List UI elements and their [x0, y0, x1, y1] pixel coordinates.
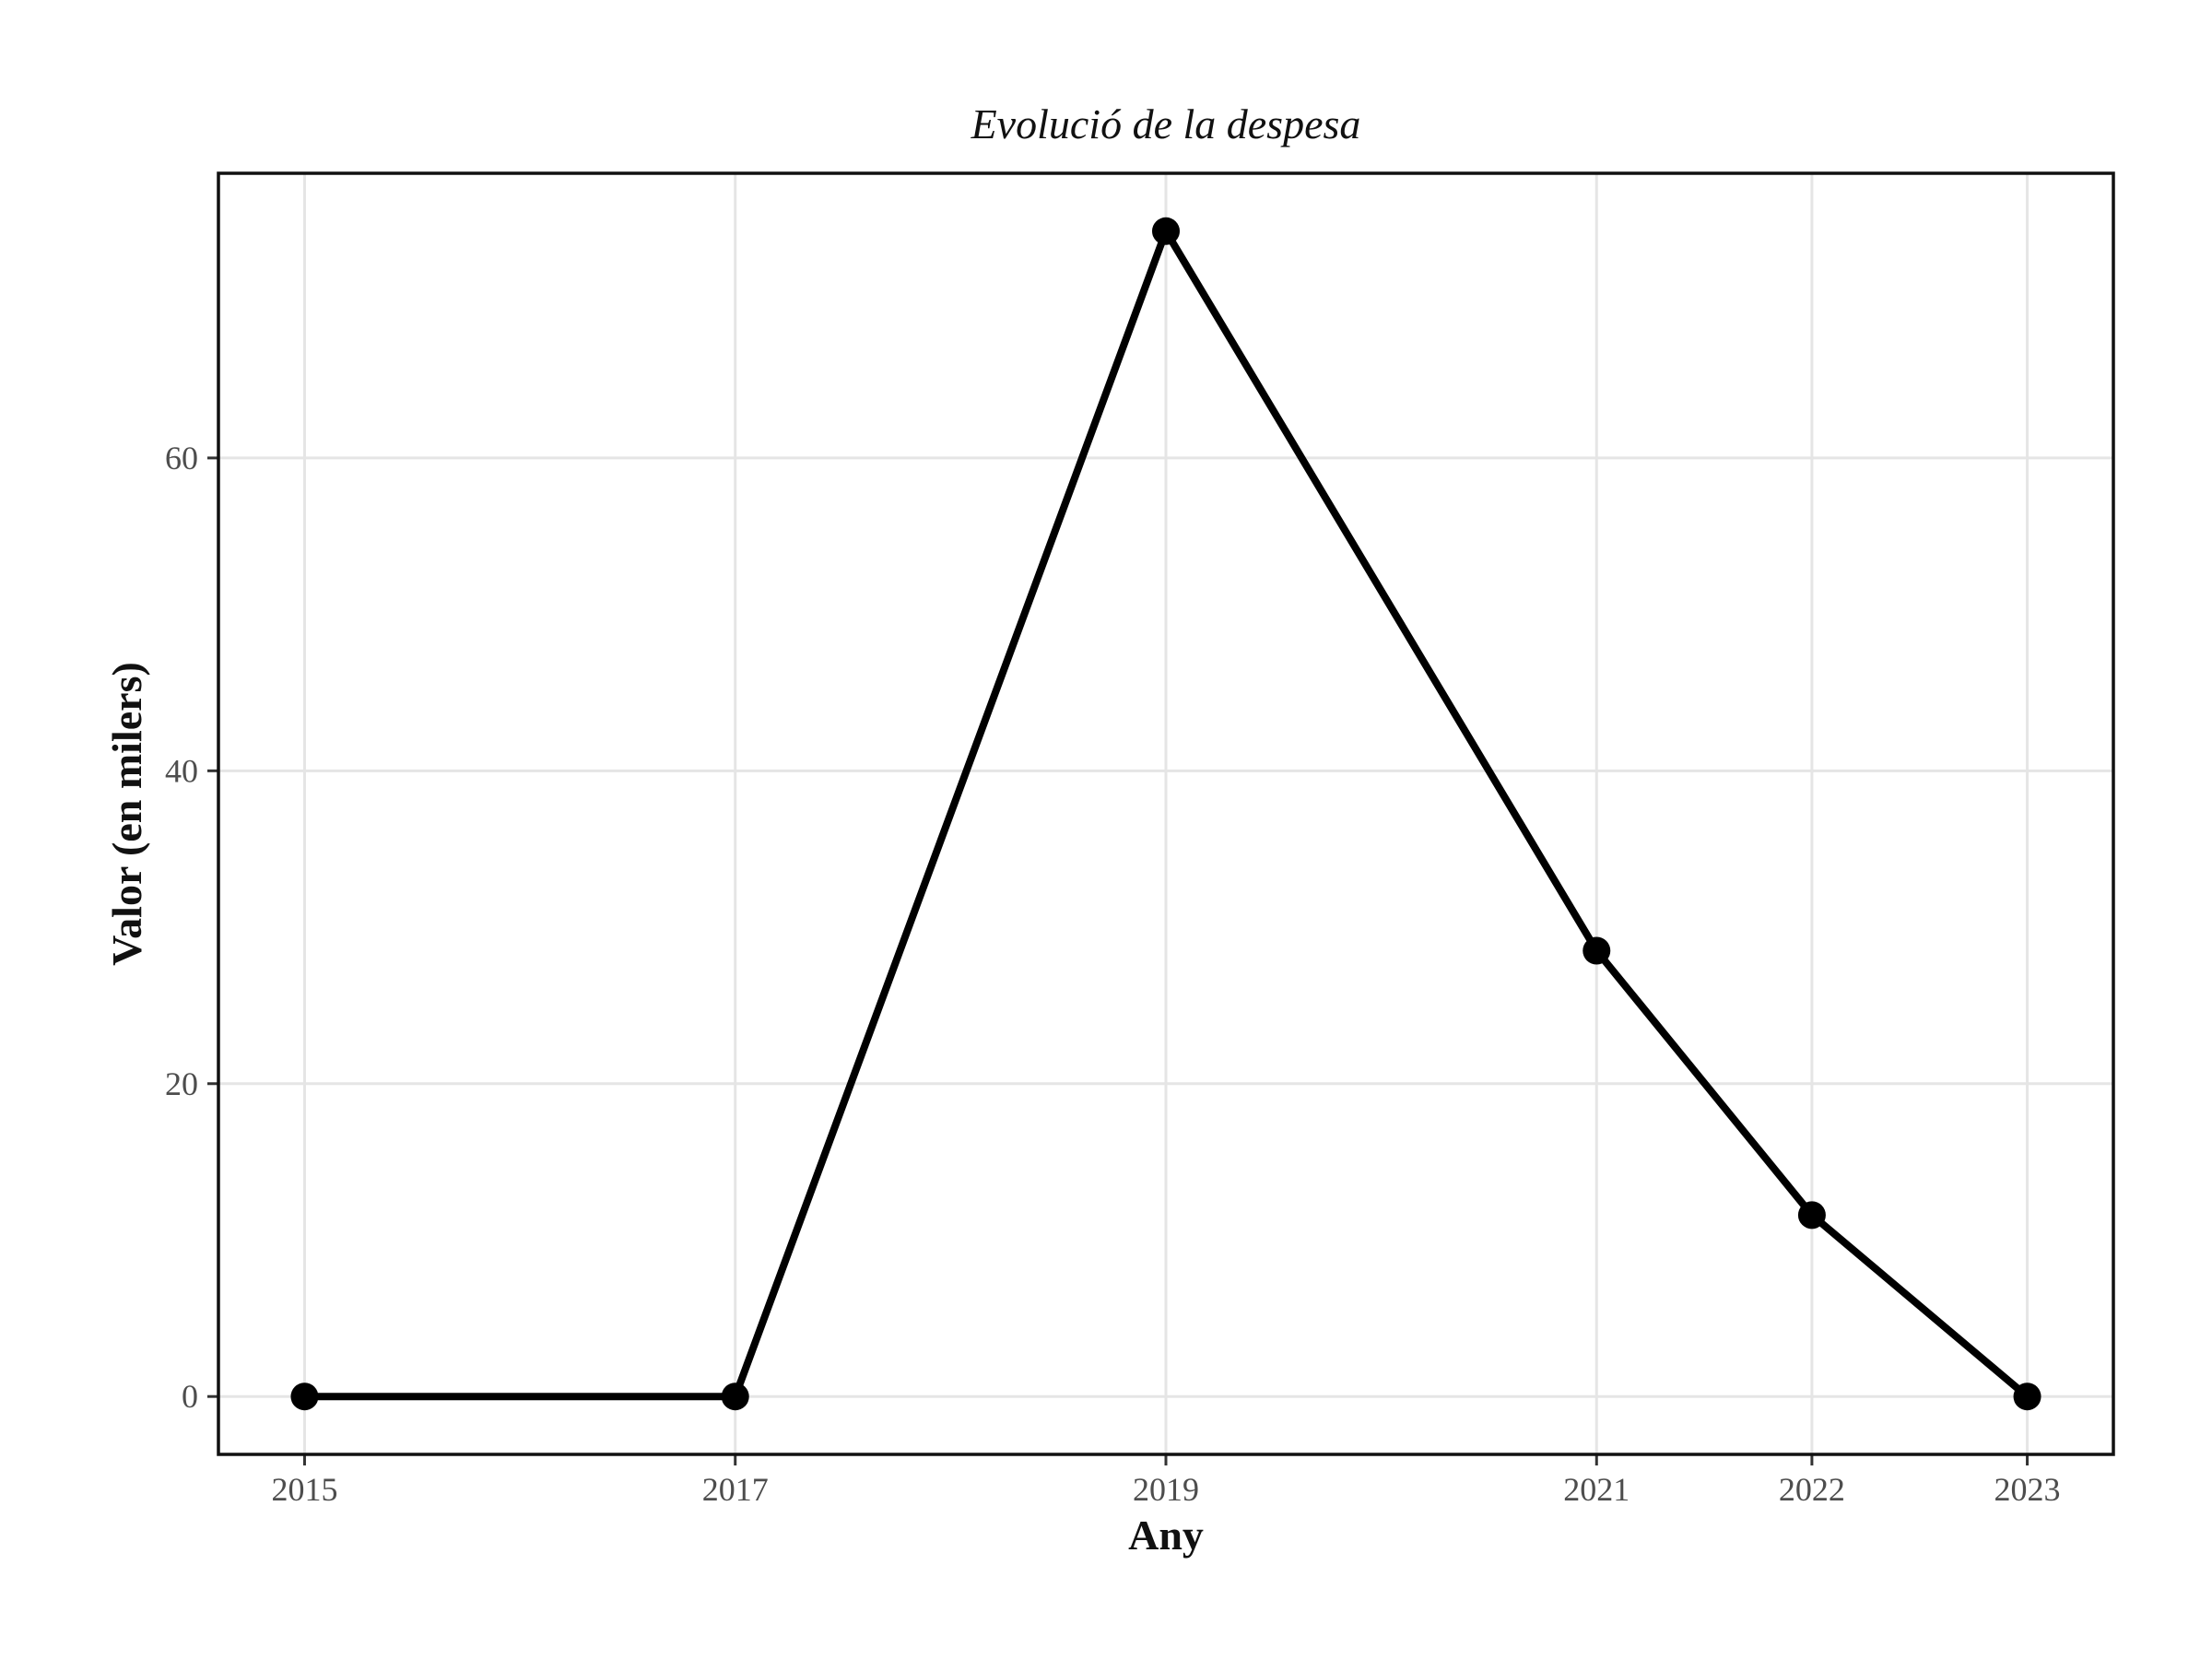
data-point — [1583, 936, 1611, 965]
x-axis-title: Any — [1128, 1512, 1204, 1559]
series — [290, 217, 2041, 1411]
axis-ticks: 0 20 40 60 2015 2017 2019 2021 2022 2023 — [165, 440, 2061, 1508]
chart-title: Evolució de la despesa — [971, 100, 1361, 147]
x-tick-label: 2015 — [271, 1471, 337, 1508]
series-line — [300, 227, 2031, 1401]
y-tick-label: 60 — [165, 440, 198, 477]
data-point — [721, 1382, 749, 1411]
x-tick-label: 2017 — [702, 1471, 769, 1508]
x-tick-label: 2021 — [1563, 1471, 1630, 1508]
data-point — [1152, 217, 1180, 245]
y-tick-label: 20 — [165, 1065, 198, 1102]
y-axis-title: Valor (en milers) — [103, 662, 150, 966]
y-tick-label: 40 — [165, 752, 198, 789]
grid-lines — [218, 173, 2113, 1454]
x-tick-label: 2023 — [1994, 1471, 2061, 1508]
y-tick-label: 0 — [182, 1378, 198, 1415]
data-point — [290, 1382, 319, 1411]
x-tick-label: 2019 — [1133, 1471, 1199, 1508]
x-tick-label: 2022 — [1779, 1471, 1845, 1508]
data-point — [2013, 1382, 2041, 1411]
plot-panel — [217, 171, 2115, 1456]
data-point — [1797, 1201, 1826, 1230]
